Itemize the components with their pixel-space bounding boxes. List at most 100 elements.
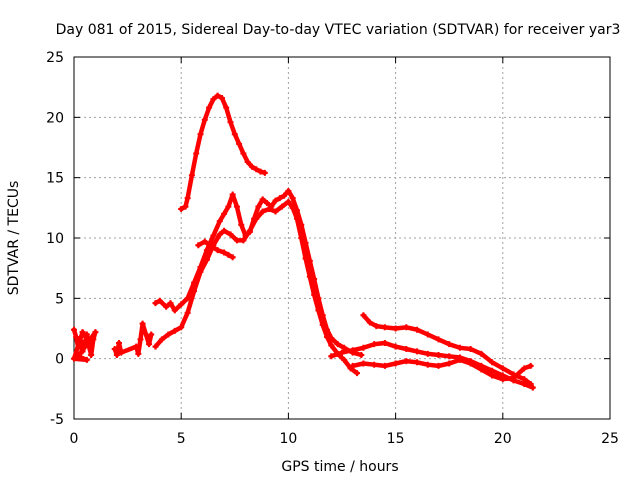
data-point [165, 331, 172, 338]
series-tail-lower [349, 356, 534, 383]
data-point [381, 339, 388, 346]
data-point [83, 356, 90, 363]
data-point [118, 349, 125, 356]
data-point [238, 221, 245, 228]
data-point [79, 348, 86, 355]
data-point [366, 319, 373, 326]
data-point [489, 359, 496, 366]
data-point [360, 360, 367, 367]
data-point [349, 347, 356, 354]
data-point [223, 104, 230, 111]
data-point [319, 321, 326, 328]
data-point [257, 168, 264, 175]
data-point [467, 346, 474, 353]
data-point [75, 344, 82, 351]
data-point [182, 203, 189, 210]
data-point [113, 352, 120, 359]
data-point [193, 150, 200, 157]
data-point [83, 331, 90, 338]
data-point [75, 353, 82, 360]
data-point [467, 360, 474, 367]
data-point [248, 163, 255, 170]
data-point [392, 360, 399, 367]
data-point [73, 333, 80, 340]
data-point [414, 348, 421, 355]
y-tick-label: 10 [46, 231, 64, 247]
series-trace [361, 312, 533, 387]
series-scattered-early [111, 320, 155, 359]
data-point [253, 215, 260, 222]
data-point [184, 309, 191, 316]
data-point [146, 341, 153, 348]
series-trace [178, 93, 268, 212]
y-axis-label: SDTVAR / TECUs [6, 181, 22, 296]
data-point [334, 341, 341, 348]
data-point [521, 365, 528, 372]
series-morning-noise [71, 326, 99, 363]
data-point [403, 346, 410, 353]
data-point [360, 312, 367, 319]
data-point [259, 208, 266, 215]
data-point [446, 353, 453, 360]
y-tick-label: 15 [46, 171, 64, 187]
data-point [171, 307, 178, 314]
data-point [195, 242, 202, 249]
data-point [521, 381, 528, 388]
data-point [266, 206, 273, 213]
data-point [435, 352, 442, 359]
y-tick-label: 20 [46, 110, 64, 126]
data-point [424, 350, 431, 357]
data-point [92, 329, 99, 336]
data-point [206, 104, 213, 111]
data-point [236, 140, 243, 147]
data-series [71, 92, 536, 391]
data-point [135, 350, 142, 357]
series-main-lower [152, 198, 361, 377]
data-point [197, 268, 204, 275]
data-point [349, 362, 356, 369]
data-point [152, 343, 159, 350]
axis-ticks: 0 5 10 15 20 25 -5 0 5 10 15 20 25 [46, 50, 619, 447]
data-point [221, 249, 228, 256]
data-point [218, 95, 225, 102]
data-point [188, 172, 195, 179]
data-point [261, 169, 268, 176]
data-point [133, 343, 140, 350]
y-tick-label: -5 [50, 412, 64, 428]
data-point [225, 203, 232, 210]
data-point [246, 227, 253, 234]
data-point [203, 256, 210, 263]
x-tick-label: 10 [279, 431, 297, 447]
data-point [221, 227, 228, 234]
data-point [339, 349, 345, 356]
data-point [403, 324, 410, 331]
data-point [272, 208, 279, 215]
data-point [233, 237, 240, 244]
data-point [90, 336, 97, 343]
data-point [240, 237, 247, 244]
data-point [259, 196, 266, 203]
data-point [371, 341, 378, 348]
data-point [231, 131, 238, 138]
data-point [371, 361, 378, 368]
data-point [289, 204, 296, 211]
data-point [216, 231, 223, 238]
data-point [184, 195, 191, 202]
data-point [446, 360, 453, 367]
data-point [214, 92, 221, 99]
grid-lines [74, 57, 610, 419]
x-tick-label: 0 [70, 431, 79, 447]
data-point [201, 116, 208, 123]
data-point [306, 273, 313, 280]
data-point [178, 301, 185, 308]
data-point [392, 325, 399, 332]
data-point [414, 326, 421, 333]
data-point [456, 356, 463, 363]
data-point [489, 372, 496, 379]
series-trace [112, 321, 154, 358]
data-point [424, 361, 431, 368]
x-axis-label: GPS time / hours [281, 459, 398, 475]
data-point [227, 119, 234, 126]
data-point [529, 384, 536, 391]
data-point [255, 203, 262, 210]
